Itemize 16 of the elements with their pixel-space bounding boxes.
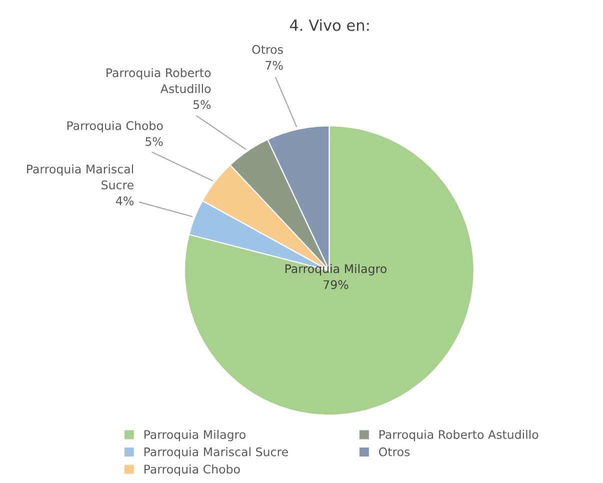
data-label: 5%: [146, 137, 163, 146]
legend-label: Otros: [379, 447, 410, 456]
data-label: 4%: [116, 196, 134, 206]
legend-label: Parroquia Milagro: [144, 430, 246, 442]
legend-label: Parroquia Mariscal Sucre: [144, 447, 288, 459]
chart-title: 4. Vivo en:: [290, 19, 369, 31]
slice-label: Parroquia Mariscal Sucre: [27, 164, 134, 190]
slice-label: Otros: [252, 44, 283, 54]
slice-label: Parroquia Roberto Astudillo: [106, 68, 211, 94]
legend-label: Parroquia Roberto Astudillo: [380, 430, 538, 442]
slice-label: Parroquia Chobo: [67, 120, 163, 132]
data-label: 7%: [266, 60, 283, 70]
data-label: 5%: [193, 100, 211, 110]
data-label: 79%: [324, 280, 348, 290]
slice-label: Parroquia Milagro: [285, 264, 386, 276]
legend-label: Parroquia Chobo: [144, 464, 240, 476]
